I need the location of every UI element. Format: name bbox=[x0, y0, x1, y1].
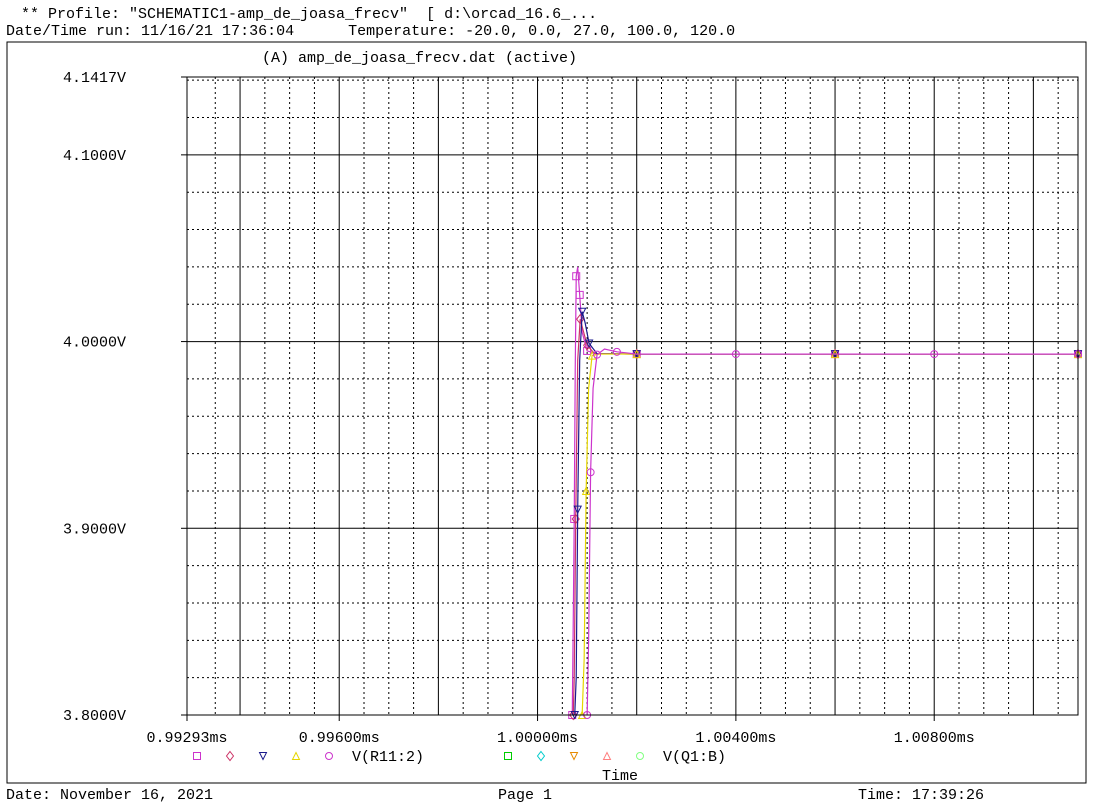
legend-marker bbox=[291, 751, 301, 760]
footer-date: Date: November 16, 2021 bbox=[6, 787, 214, 804]
series-1 bbox=[568, 266, 1082, 719]
series-point bbox=[731, 350, 740, 359]
series-point bbox=[584, 339, 594, 349]
x-tick-label: 0.99293ms bbox=[146, 730, 227, 747]
plot-section-title: (A) amp_de_joasa_frecv.dat (active) bbox=[262, 50, 577, 67]
temperature-line: Temperature: -20.0, 0.0, 27.0, 100.0, 12… bbox=[348, 23, 736, 40]
series-2 bbox=[569, 313, 1083, 721]
series-line bbox=[586, 348, 1078, 716]
x-axis-label: Time bbox=[602, 768, 638, 785]
y-tick-label: 4.1417V bbox=[63, 70, 126, 87]
series-point bbox=[583, 346, 592, 355]
series-5 bbox=[583, 347, 1082, 719]
series-point bbox=[572, 272, 581, 281]
plot-grid bbox=[187, 77, 1078, 715]
series-point bbox=[586, 468, 595, 477]
y-tick-label: 3.9000V bbox=[63, 521, 126, 538]
series-point bbox=[581, 486, 591, 495]
legend-label: V(R11:2) bbox=[352, 749, 424, 766]
plot-series bbox=[568, 266, 1083, 721]
series-point bbox=[569, 709, 578, 721]
series-line bbox=[581, 353, 1078, 716]
legend-label: V(Q1:B) bbox=[663, 749, 726, 766]
y-tick-label: 4.1000V bbox=[63, 148, 126, 165]
series-3 bbox=[570, 307, 1083, 720]
legend-marker bbox=[193, 752, 201, 760]
legend-marker bbox=[536, 750, 546, 762]
series-point bbox=[593, 350, 602, 359]
run-info-line: Date/Time run: 11/16/21 17:36:04 Tempera… bbox=[6, 23, 735, 40]
date-run-value: 11/16/21 17:36:04 bbox=[141, 23, 295, 40]
plot-area-border bbox=[186, 76, 1079, 716]
legend-group-2: V(Q1:B) bbox=[504, 749, 726, 766]
footer-page: Page 1 bbox=[498, 787, 553, 804]
plot-legend: V(R11:2) V(Q1:B) bbox=[193, 749, 726, 766]
legend-marker bbox=[258, 752, 268, 761]
legend-marker bbox=[569, 752, 579, 761]
y-tick-label: 3.8000V bbox=[63, 708, 126, 725]
series-point bbox=[930, 350, 939, 359]
legend-marker bbox=[225, 750, 235, 762]
y-tick-label: 4.0000V bbox=[63, 335, 126, 352]
legend-marker bbox=[325, 752, 333, 760]
x-tick-label: 1.00000ms bbox=[497, 730, 578, 747]
series-point bbox=[575, 290, 584, 299]
x-tick-label: 0.99600ms bbox=[299, 730, 380, 747]
series-point bbox=[573, 505, 583, 515]
x-tick-label: 1.00400ms bbox=[695, 730, 776, 747]
footer-time: Time: 17:39:26 bbox=[858, 787, 985, 804]
series-point bbox=[577, 307, 587, 317]
series-point bbox=[576, 313, 585, 325]
profile-line: ** Profile: "SCHEMATIC1-amp_de_joasa_fre… bbox=[21, 6, 598, 23]
legend-marker bbox=[602, 751, 612, 760]
series-point bbox=[612, 347, 621, 356]
x-tick-label: 1.00800ms bbox=[894, 730, 975, 747]
date-run-label: Date/Time run: bbox=[6, 23, 133, 40]
legend-marker bbox=[504, 752, 512, 760]
legend-marker bbox=[636, 752, 644, 760]
series-4 bbox=[577, 349, 1083, 719]
legend-group-1: V(R11:2) bbox=[193, 749, 424, 766]
series-line bbox=[574, 311, 1078, 716]
axis-ticks: 3.8000V 3.9000V 4.0000V 4.1000V 4.1417V 0.992… bbox=[63, 70, 975, 747]
plot-window-frame bbox=[6, 41, 1087, 784]
